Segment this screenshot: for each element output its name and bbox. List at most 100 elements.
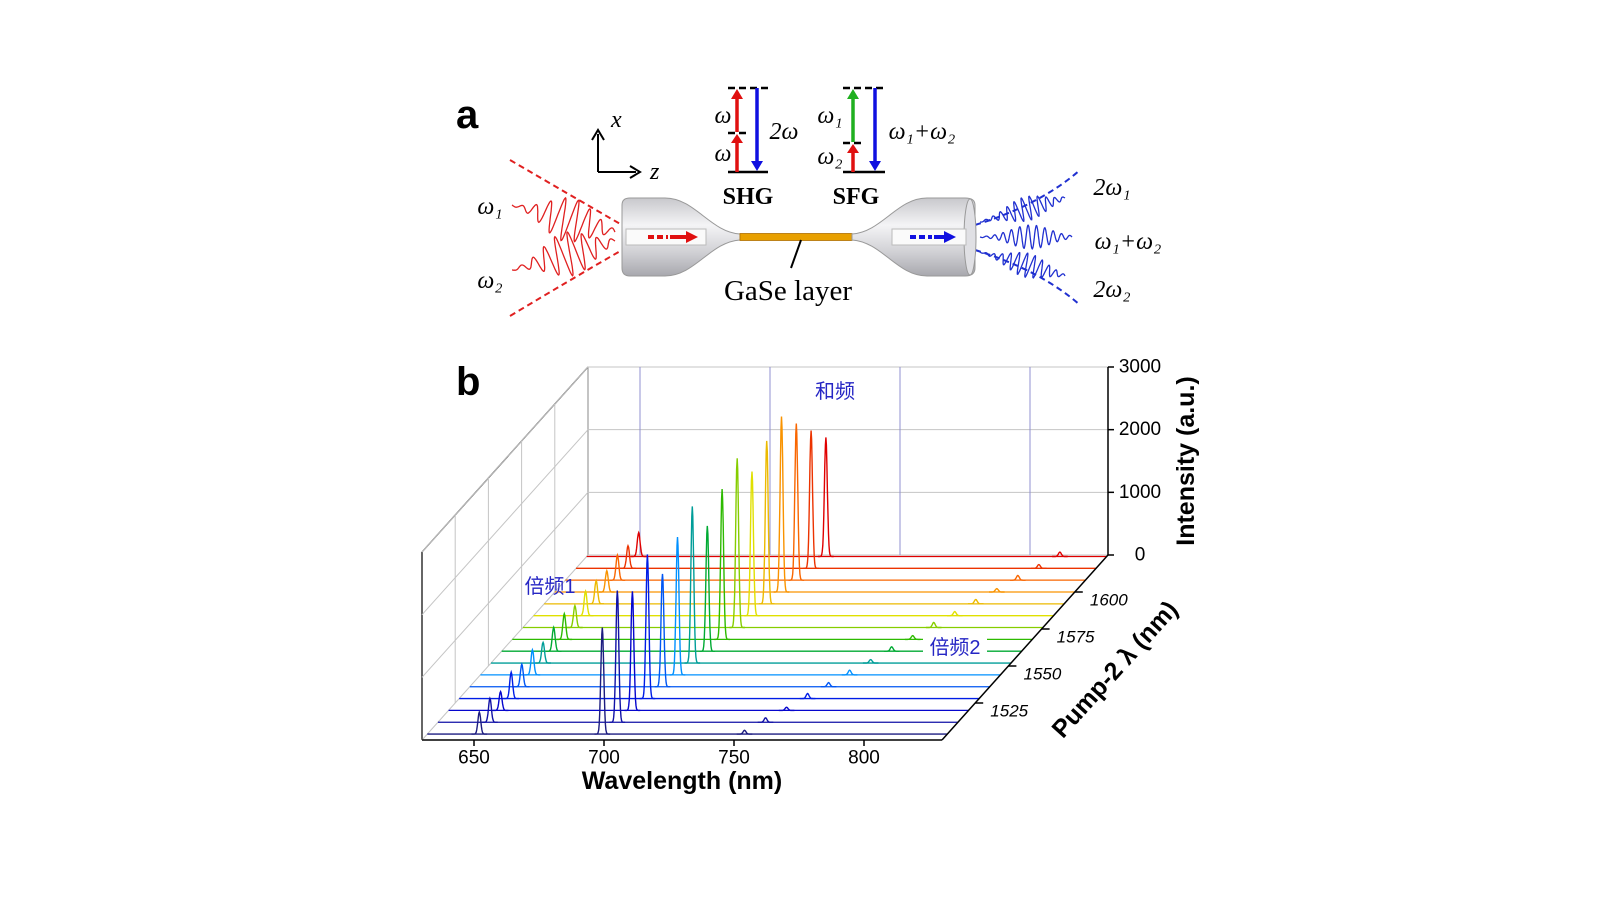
x-tick-label: 650 — [458, 748, 490, 769]
level-label: ω₂ — [817, 144, 842, 170]
spectral-peak — [862, 658, 879, 664]
spectral-peak — [1010, 574, 1026, 581]
spectral-peak — [514, 662, 530, 688]
spectral-peak — [654, 573, 671, 688]
spectral-peak — [925, 621, 942, 629]
y-tick-label: 0 — [1135, 545, 1146, 566]
spectral-peak — [699, 525, 716, 652]
spectral-peak — [471, 710, 488, 735]
spectral-peak — [620, 543, 636, 569]
input-label: ω₂ — [477, 268, 502, 294]
level-label: ω — [715, 141, 732, 167]
spectral-peak — [757, 717, 774, 723]
x-tick-label: 750 — [718, 748, 750, 769]
grid-line — [421, 429, 589, 616]
annotation-background — [923, 634, 987, 662]
spectral-peak — [492, 689, 509, 712]
x-tick-label: 700 — [588, 748, 620, 769]
spectral-peak — [588, 578, 604, 605]
spectral-peak — [736, 729, 753, 735]
spectral-peak — [788, 423, 805, 581]
process-name: SFG — [833, 184, 880, 210]
spectral-peak — [729, 458, 745, 629]
z-tick-label: 1525 — [990, 702, 1028, 721]
spectral-peak — [624, 591, 641, 712]
y-tick-label: 3000 — [1119, 357, 1161, 378]
spectral-peak — [841, 669, 858, 676]
spectral-peak — [904, 634, 921, 641]
level-label: ω — [715, 103, 732, 129]
series-annotation: 倍频2 — [929, 636, 980, 659]
output-label: ω₁+ω₂ — [889, 119, 956, 145]
x-tick-label: 800 — [848, 748, 880, 769]
spectral-peak — [639, 554, 656, 700]
spectral-peak — [968, 598, 984, 605]
grid-line — [421, 491, 589, 678]
spectral-peak — [803, 430, 819, 569]
z-tick-label: 1600 — [1090, 591, 1128, 610]
spectral-peak — [818, 437, 834, 558]
x-axis-title: Wavelength (nm) — [582, 767, 782, 795]
wave-packets — [511, 195, 1073, 279]
axes-glyph — [591, 128, 642, 179]
layer-label: GaSe layer — [724, 275, 852, 307]
level-label: ω₁ — [817, 103, 842, 129]
spectral-peak — [482, 696, 498, 723]
z-tick-label: 1550 — [1023, 665, 1061, 684]
spectral-peak — [594, 627, 611, 735]
spectral-peak — [989, 587, 1005, 593]
output-beam-label: ω₁+ω₂ — [1095, 229, 1162, 255]
grid-line — [421, 366, 589, 553]
output-label: 2ω — [770, 119, 799, 145]
spectral-peak — [744, 471, 760, 617]
spectral-peak — [758, 440, 775, 605]
z-axis-title: Pump-2 λ (nm) — [1047, 596, 1184, 744]
spectral-peak — [503, 669, 519, 700]
panel-label: a — [456, 93, 479, 137]
spectral-peak — [684, 506, 701, 664]
spectral-peak — [556, 611, 573, 641]
spectral-peak — [609, 590, 626, 723]
y-axis-title: Intensity (a.u.) — [1172, 376, 1200, 545]
wave — [979, 224, 1073, 250]
spectral-peak — [567, 603, 583, 629]
spectral-peak — [820, 681, 837, 688]
spectral-peak — [1031, 563, 1047, 569]
series-annotation: 和频 — [815, 380, 855, 403]
wave — [979, 251, 1066, 279]
spectral-peak — [799, 692, 816, 700]
series-annotation: 倍频1 — [524, 575, 575, 598]
spectral-peak — [778, 706, 795, 712]
waterfall-chart: 0 1000 2000 3000 650 700 750 800 1525 1550 1575 160… — [421, 357, 1200, 795]
spectral-peak — [524, 647, 541, 676]
spectral-peak — [669, 536, 686, 676]
spectral-peak — [773, 416, 790, 593]
panel-label: b — [456, 360, 480, 404]
y-tick-label: 2000 — [1119, 419, 1161, 440]
z-tick-label: 1575 — [1057, 628, 1095, 647]
spectral-peak — [947, 610, 963, 617]
y-tick-label: 1000 — [1119, 482, 1161, 503]
axis-glyph-label: x — [610, 107, 622, 133]
spectral-peak — [1052, 551, 1068, 558]
input-label: ω₁ — [477, 194, 502, 220]
shg-diagram — [728, 86, 768, 174]
spectral-peak — [630, 530, 647, 558]
spectral-peak — [599, 568, 615, 593]
output-beam-label: 2ω₁ — [1093, 175, 1130, 201]
wave — [980, 195, 1066, 223]
axis-glyph-label: z — [649, 159, 660, 185]
output-beam-label: 2ω₂ — [1093, 277, 1130, 303]
sfg-diagram — [843, 86, 885, 174]
spectral-peak — [545, 625, 562, 652]
grid-line — [421, 554, 589, 741]
spectral-peak — [609, 552, 626, 581]
wave — [512, 231, 616, 277]
z-axis — [941, 554, 1109, 741]
spectral-peak — [883, 645, 900, 652]
spectral-peak — [535, 640, 551, 664]
process-name: SHG — [723, 184, 774, 210]
wave — [511, 196, 616, 243]
spectral-peak — [714, 488, 730, 641]
